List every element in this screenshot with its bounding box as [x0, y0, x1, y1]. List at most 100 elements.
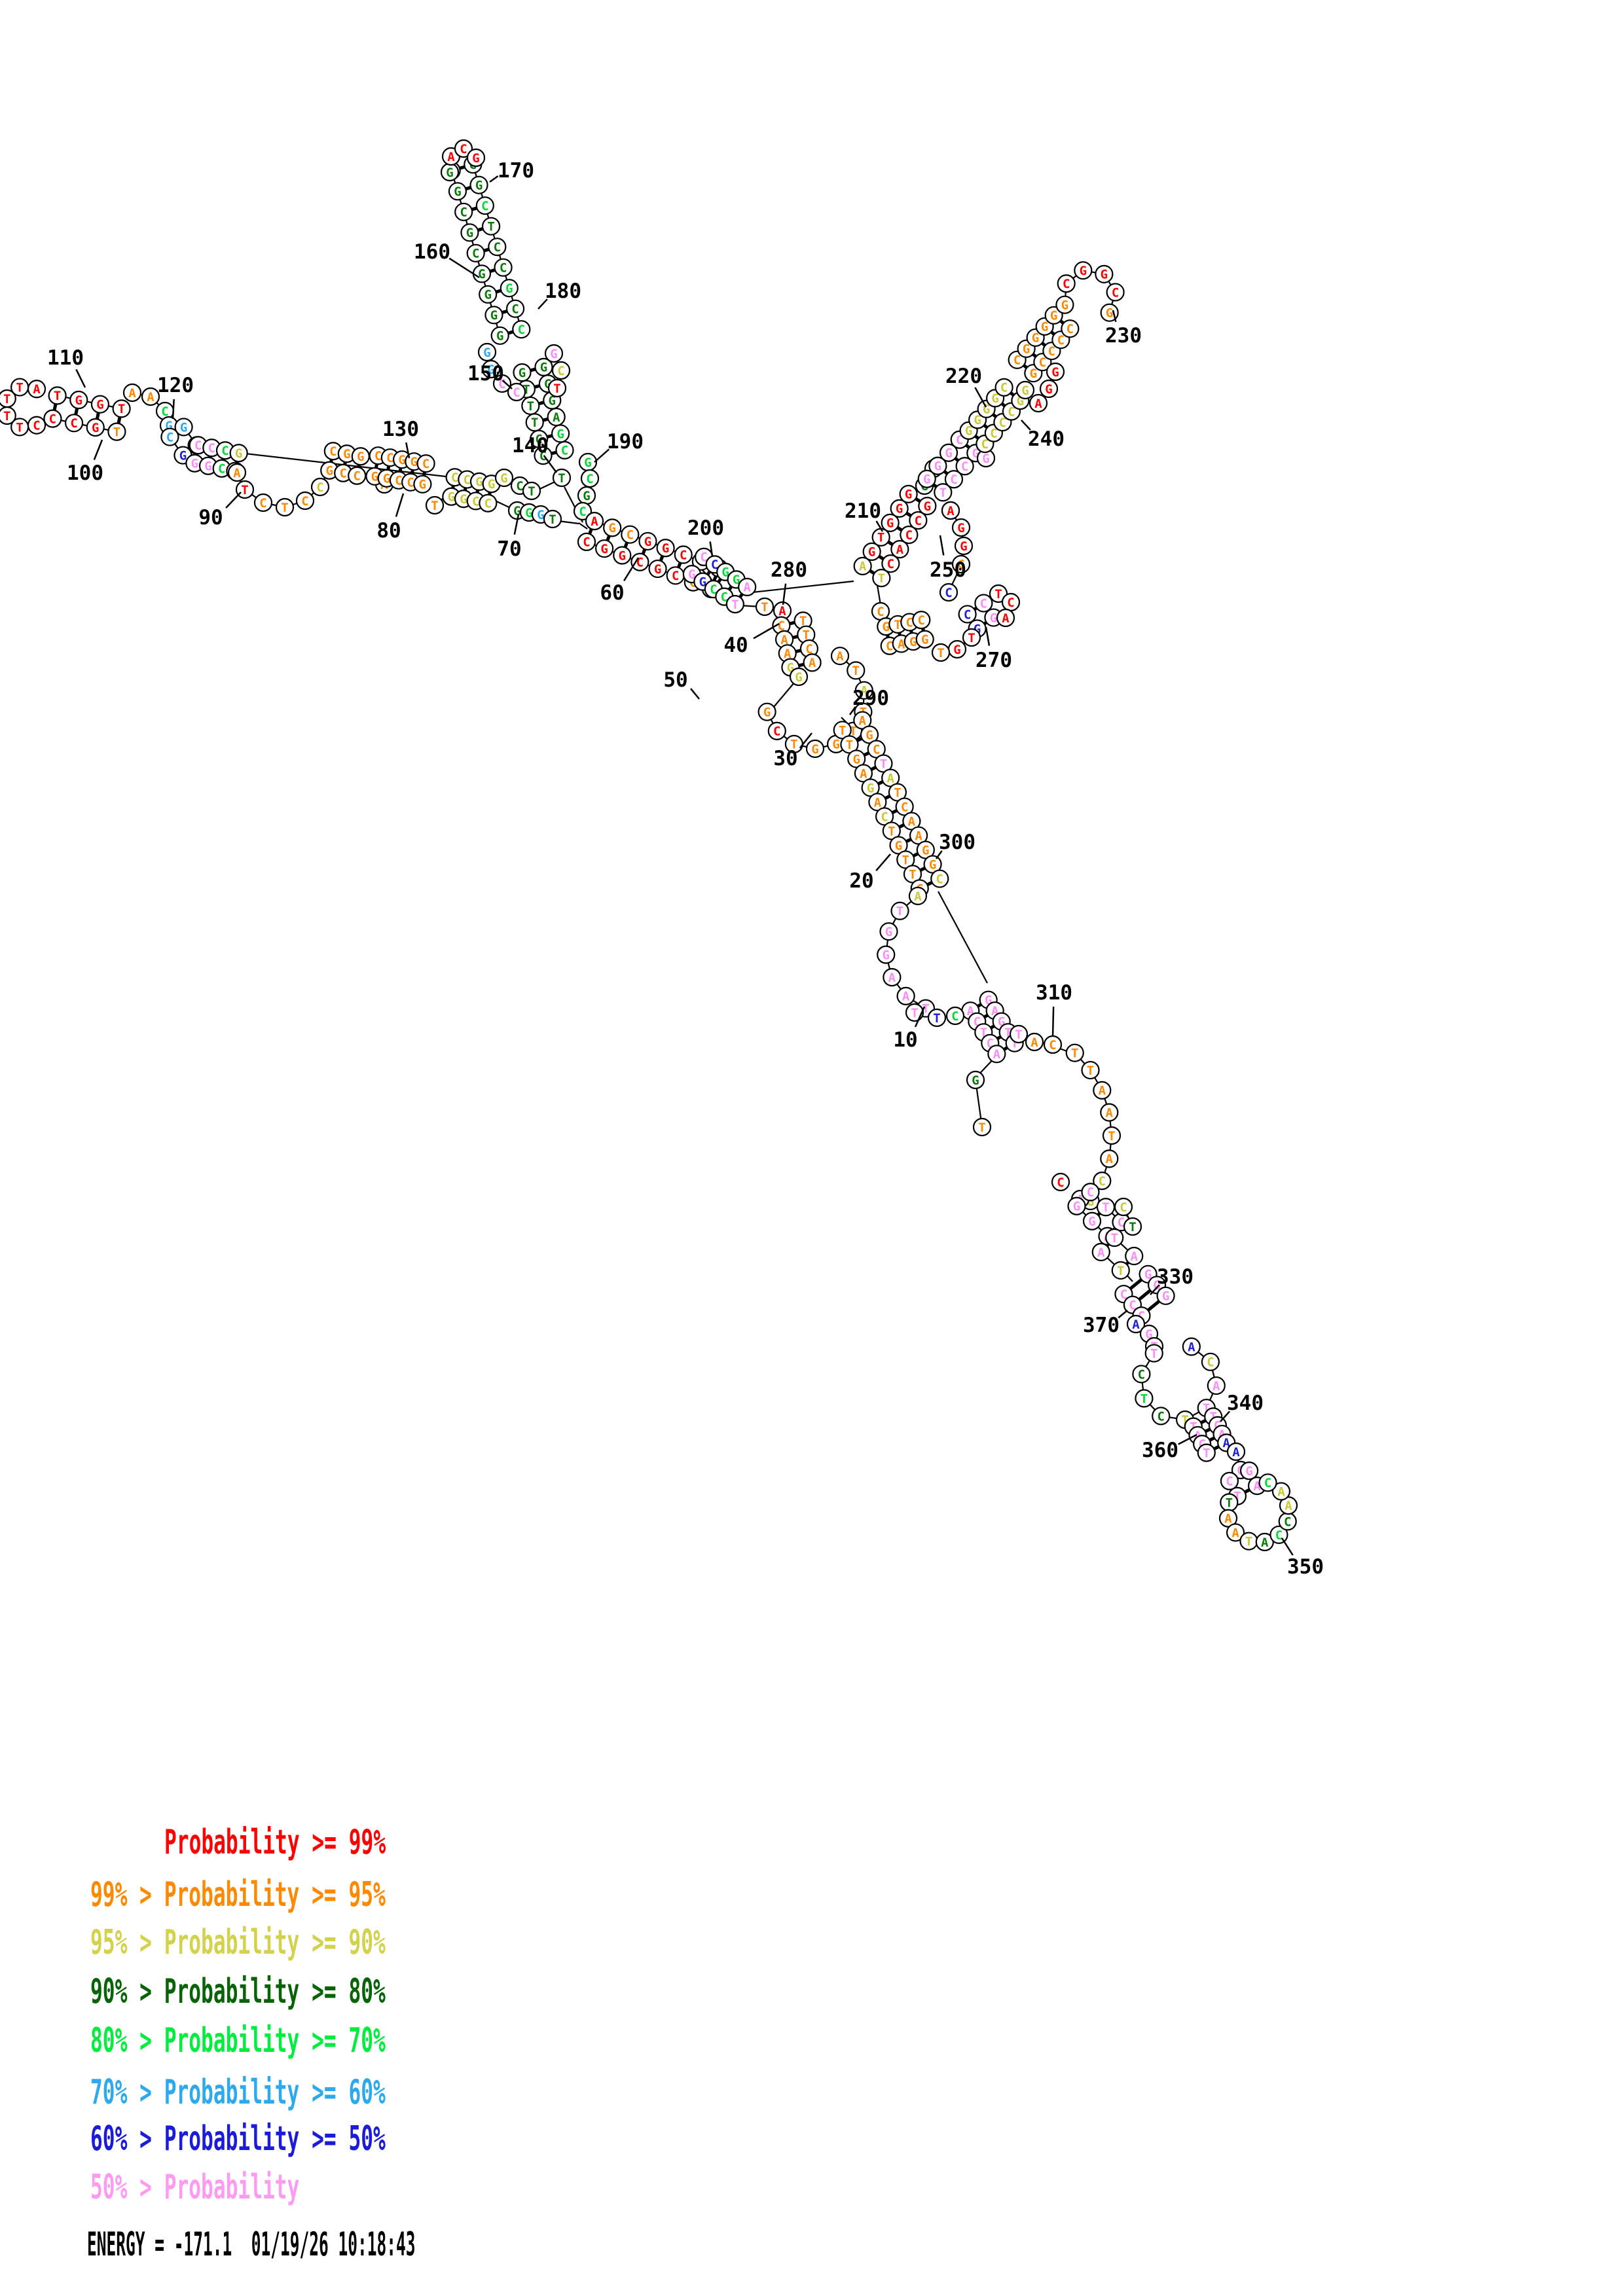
svg-text:C: C — [1048, 344, 1055, 359]
nucleotide: G — [954, 536, 974, 556]
nucleotide: C — [577, 532, 596, 551]
nucleotide: C — [492, 374, 512, 393]
svg-text:A: A — [860, 766, 867, 781]
svg-text:T: T — [527, 399, 534, 414]
nucleotide: G — [229, 444, 248, 463]
svg-text:G: G — [934, 459, 941, 474]
svg-text:A: A — [859, 560, 867, 574]
nucleotide: A — [1029, 393, 1048, 413]
svg-text:120: 120 — [157, 374, 194, 397]
position-label-100: 100 — [67, 439, 103, 485]
svg-text:A: A — [1232, 1445, 1240, 1460]
svg-text:C: C — [961, 459, 968, 474]
svg-text:G: G — [484, 288, 491, 302]
nucleotide: C — [909, 511, 928, 530]
nucleotide: T — [1111, 1261, 1130, 1280]
svg-text:C: C — [259, 496, 266, 511]
svg-text:T: T — [531, 416, 538, 430]
nucleotide: C — [310, 477, 330, 497]
svg-text:G: G — [1030, 367, 1037, 381]
nucleotide: G — [917, 469, 936, 488]
nucleotide: A — [141, 387, 160, 406]
svg-text:C: C — [974, 1015, 981, 1030]
nucleotide: T — [931, 643, 951, 662]
svg-text:C: C — [535, 433, 542, 447]
svg-text:T: T — [922, 1002, 929, 1016]
nucleotide: G — [595, 539, 614, 558]
nucleotide: G — [860, 725, 879, 744]
svg-text:A: A — [233, 466, 241, 480]
svg-text:350: 350 — [1287, 1555, 1324, 1579]
svg-text:G: G — [866, 728, 873, 742]
svg-text:A: A — [147, 390, 155, 404]
nucleotide: C — [573, 501, 593, 521]
svg-text:G: G — [475, 179, 483, 193]
nucleotide: G — [86, 418, 105, 437]
nucleotide: C — [1106, 283, 1125, 302]
svg-text:C: C — [1049, 1038, 1056, 1052]
nucleotide: G — [1074, 261, 1093, 280]
svg-text:C: C — [49, 412, 56, 426]
svg-text:370: 370 — [1083, 1314, 1120, 1337]
nucleotide: C — [951, 554, 971, 574]
svg-text:190: 190 — [607, 430, 644, 454]
position-label-230: 230 — [1105, 310, 1142, 348]
svg-text:T: T — [1190, 1420, 1197, 1434]
svg-text:10: 10 — [893, 1028, 917, 1052]
svg-text:G: G — [654, 562, 661, 577]
svg-text:G: G — [983, 403, 990, 417]
position-label-90: 90 — [198, 492, 242, 529]
svg-text:G: G — [472, 151, 479, 166]
svg-text:T: T — [846, 738, 853, 752]
nucleotide: G — [481, 359, 501, 379]
nucleotide: C — [512, 320, 531, 339]
nucleotide: G — [966, 1070, 985, 1090]
nucleotide: A — [585, 512, 604, 531]
svg-text:G: G — [1051, 365, 1059, 380]
svg-text:G: G — [191, 457, 198, 471]
svg-text:T: T — [431, 499, 438, 513]
svg-text:C: C — [1008, 404, 1015, 419]
svg-text:G: G — [922, 843, 929, 857]
svg-text:T: T — [937, 646, 944, 660]
nucleotide: G — [947, 639, 967, 659]
nucleotide: T — [552, 468, 572, 488]
nucleotide: T — [543, 509, 562, 529]
svg-text:G: G — [953, 643, 960, 657]
svg-text:G: G — [584, 456, 591, 470]
svg-text:G: G — [483, 346, 490, 360]
nucleotide: A — [1226, 1523, 1245, 1542]
svg-text:C: C — [901, 800, 908, 814]
svg-text:G: G — [1101, 268, 1108, 282]
svg-text:C: C — [887, 557, 894, 571]
svg-text:A: A — [915, 829, 922, 843]
svg-text:280: 280 — [771, 558, 807, 582]
nucleotide: A — [1091, 1242, 1110, 1262]
nucleotide: C — [64, 414, 84, 433]
nucleotide: G — [890, 499, 909, 518]
nucleotide: G — [899, 484, 918, 503]
nucleotide: T — [934, 483, 953, 502]
svg-text:A: A — [1131, 1249, 1139, 1264]
position-label-350: 350 — [1281, 1537, 1324, 1579]
svg-text:T: T — [558, 471, 565, 486]
svg-text:G: G — [896, 502, 903, 516]
svg-text:C: C — [586, 472, 593, 486]
svg-text:G: G — [974, 413, 981, 427]
svg-text:T: T — [3, 392, 10, 406]
nucleotide: C — [944, 470, 964, 489]
svg-text:G: G — [787, 660, 794, 675]
svg-text:C: C — [301, 494, 308, 509]
svg-text:C: C — [1120, 1200, 1127, 1215]
svg-text:G: G — [945, 446, 952, 461]
svg-text:C: C — [561, 444, 568, 458]
svg-text:G: G — [505, 281, 513, 296]
nucleotide: C — [454, 202, 473, 221]
svg-text:G: G — [204, 459, 211, 474]
svg-text:A: A — [1224, 1512, 1232, 1526]
svg-text:C: C — [194, 439, 202, 453]
svg-text:G: G — [488, 477, 495, 492]
svg-text:G: G — [909, 635, 917, 649]
nucleotide: C — [871, 601, 890, 621]
nucleotide: G — [613, 546, 632, 565]
